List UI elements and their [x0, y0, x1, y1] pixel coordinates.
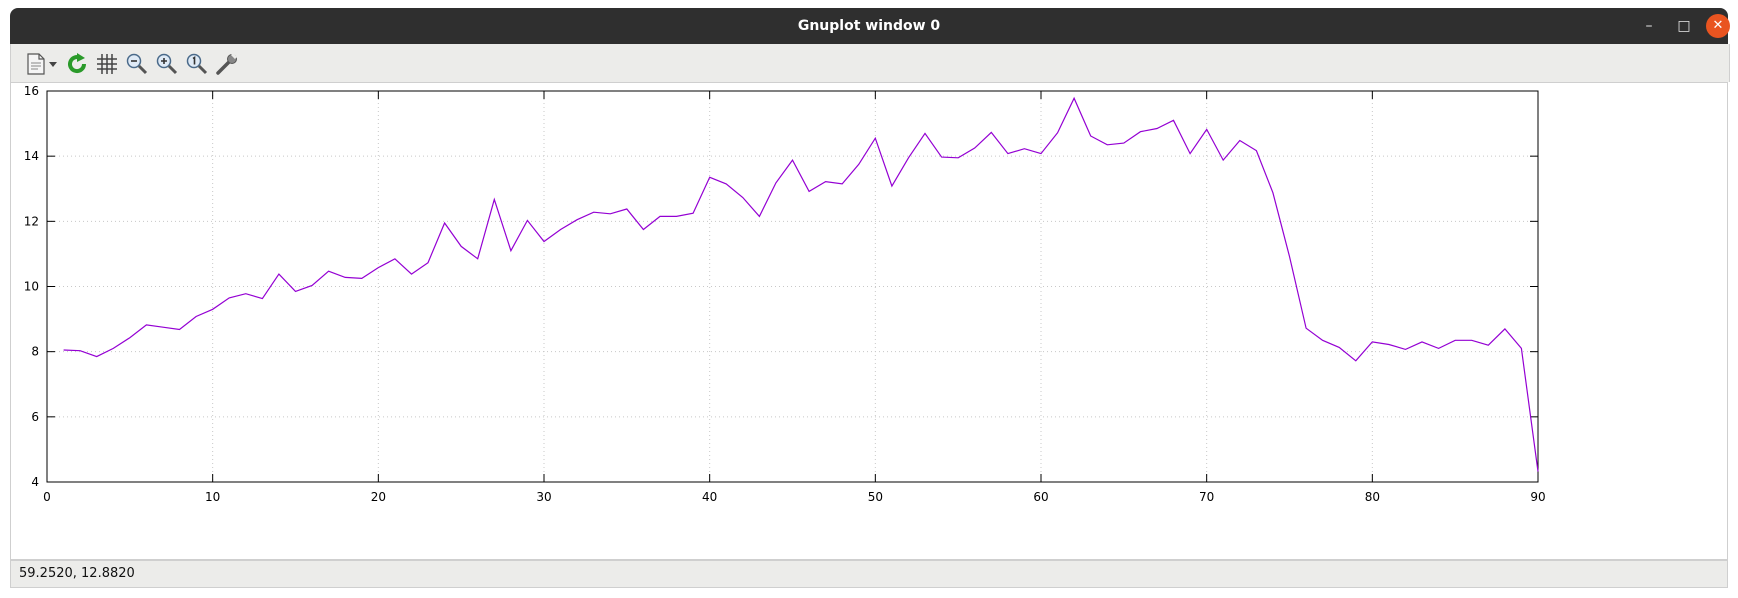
settings-wrench-icon[interactable] — [214, 51, 240, 77]
x-tick-label: 90 — [1530, 490, 1545, 504]
x-tick-label: 80 — [1365, 490, 1380, 504]
replot-icon[interactable] — [64, 51, 90, 77]
x-tick-label: 30 — [536, 490, 551, 504]
cursor-coordinates: 59.2520, 12.8820 — [19, 566, 135, 581]
y-tick-label: 6 — [31, 410, 39, 424]
x-tick-label: 50 — [868, 490, 883, 504]
zoom-in-icon[interactable] — [154, 51, 180, 77]
close-button[interactable]: ✕ — [1706, 14, 1730, 38]
plot-area[interactable]: 0 10 20 30 40 50 60 70 80 90 4 6 8 10 12 14 16 — [10, 82, 1728, 560]
x-tick-label: 0 — [43, 490, 51, 504]
y-tick-label: 14 — [24, 149, 39, 163]
line-chart[interactable]: 0 10 20 30 40 50 60 70 80 90 4 6 8 10 12 14 16 — [11, 83, 1727, 559]
x-tick-label: 70 — [1199, 490, 1214, 504]
y-tick-label: 12 — [24, 214, 39, 228]
y-tick-label: 4 — [31, 475, 39, 489]
grid-icon[interactable] — [94, 51, 120, 77]
maximize-button[interactable]: □ — [1677, 18, 1691, 34]
minimize-button[interactable]: – — [1645, 18, 1653, 34]
y-tick-label: 10 — [24, 280, 39, 294]
window-title: Gnuplot window 0 — [797, 18, 941, 34]
zoom-reset-icon[interactable] — [184, 51, 210, 77]
series-line — [63, 96, 1539, 472]
x-tick-label: 40 — [702, 490, 717, 504]
x-tick-label: 60 — [1033, 490, 1048, 504]
y-tick-label: 16 — [24, 84, 39, 98]
y-tick-label: 8 — [31, 345, 39, 359]
title-bar[interactable]: Gnuplot window 0 – □ ✕ — [10, 8, 1730, 44]
x-tick-label: 20 — [371, 490, 386, 504]
x-tick-label: 10 — [205, 490, 220, 504]
export-icon[interactable] — [23, 51, 49, 77]
status-bar: 59.2520, 12.8820 — [10, 560, 1728, 588]
toolbar — [10, 44, 1730, 82]
zoom-out-icon[interactable] — [124, 51, 150, 77]
dropdown-arrow-icon[interactable] — [47, 51, 59, 77]
